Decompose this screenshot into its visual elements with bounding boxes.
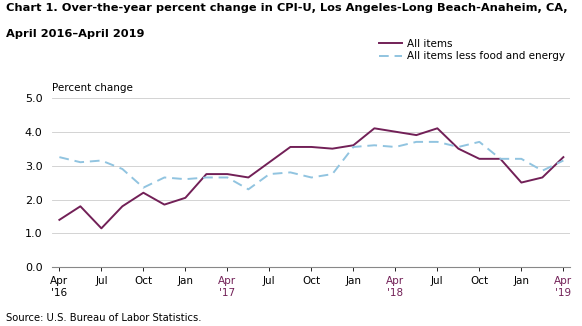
Text: April 2016–April 2019: April 2016–April 2019 (6, 29, 144, 39)
All items (392, 130, 399, 134)
All items (308, 145, 315, 149)
Line: All items: All items (59, 128, 563, 228)
All items less food and energy (518, 157, 525, 161)
All items less food and energy (119, 167, 126, 171)
All items less food and energy (371, 143, 378, 147)
All items (413, 133, 420, 137)
All items (203, 172, 210, 176)
All items less food and energy (245, 187, 252, 191)
All items less food and energy (308, 175, 315, 179)
All items less food and energy (497, 157, 504, 161)
All items less food and energy (203, 175, 210, 179)
Text: Source: U.S. Bureau of Labor Statistics.: Source: U.S. Bureau of Labor Statistics. (6, 313, 201, 323)
All items (329, 147, 336, 151)
All items less food and energy (224, 175, 231, 179)
All items less food and energy (392, 145, 399, 149)
All items (371, 126, 378, 130)
Legend: All items, All items less food and energy: All items, All items less food and energ… (379, 38, 565, 61)
All items less food and energy (434, 140, 441, 144)
All items (455, 147, 462, 151)
Text: Chart 1. Over-the-year percent change in CPI-U, Los Angeles-Long Beach-Anaheim, : Chart 1. Over-the-year percent change in… (6, 3, 567, 13)
All items less food and energy (476, 140, 483, 144)
All items less food and energy (161, 175, 168, 179)
All items less food and energy (560, 158, 567, 162)
All items (224, 172, 231, 176)
All items (497, 157, 504, 161)
All items (140, 191, 147, 195)
Line: All items less food and energy: All items less food and energy (59, 142, 563, 189)
All items less food and energy (140, 186, 147, 190)
All items (182, 196, 189, 200)
All items less food and energy (98, 158, 105, 162)
All items (161, 203, 168, 207)
All items (266, 160, 273, 164)
All items (56, 218, 63, 222)
All items less food and energy (266, 172, 273, 176)
Text: Percent change: Percent change (52, 83, 133, 93)
All items (287, 145, 294, 149)
All items (350, 143, 357, 147)
All items less food and energy (56, 155, 63, 159)
All items less food and energy (77, 160, 84, 164)
All items (476, 157, 483, 161)
All items (539, 175, 546, 179)
All items (119, 204, 126, 208)
All items less food and energy (455, 145, 462, 149)
All items less food and energy (182, 177, 189, 181)
All items (518, 181, 525, 185)
All items (434, 126, 441, 130)
All items (98, 226, 105, 230)
All items less food and energy (539, 169, 546, 173)
All items less food and energy (329, 172, 336, 176)
All items (560, 155, 567, 159)
All items less food and energy (413, 140, 420, 144)
All items less food and energy (287, 170, 294, 174)
All items (77, 204, 84, 208)
All items (245, 175, 252, 179)
All items less food and energy (350, 145, 357, 149)
